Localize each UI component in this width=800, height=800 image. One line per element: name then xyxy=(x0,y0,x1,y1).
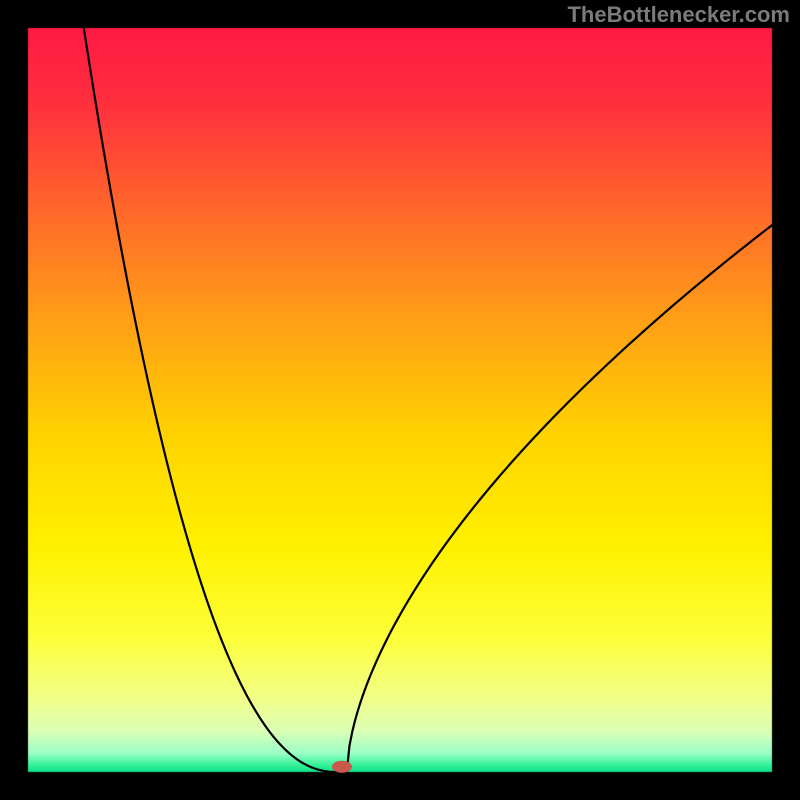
gradient-plot-canvas xyxy=(0,0,800,800)
watermark-text: TheBottlenecker.com xyxy=(567,2,790,28)
chart-container: TheBottlenecker.com xyxy=(0,0,800,800)
